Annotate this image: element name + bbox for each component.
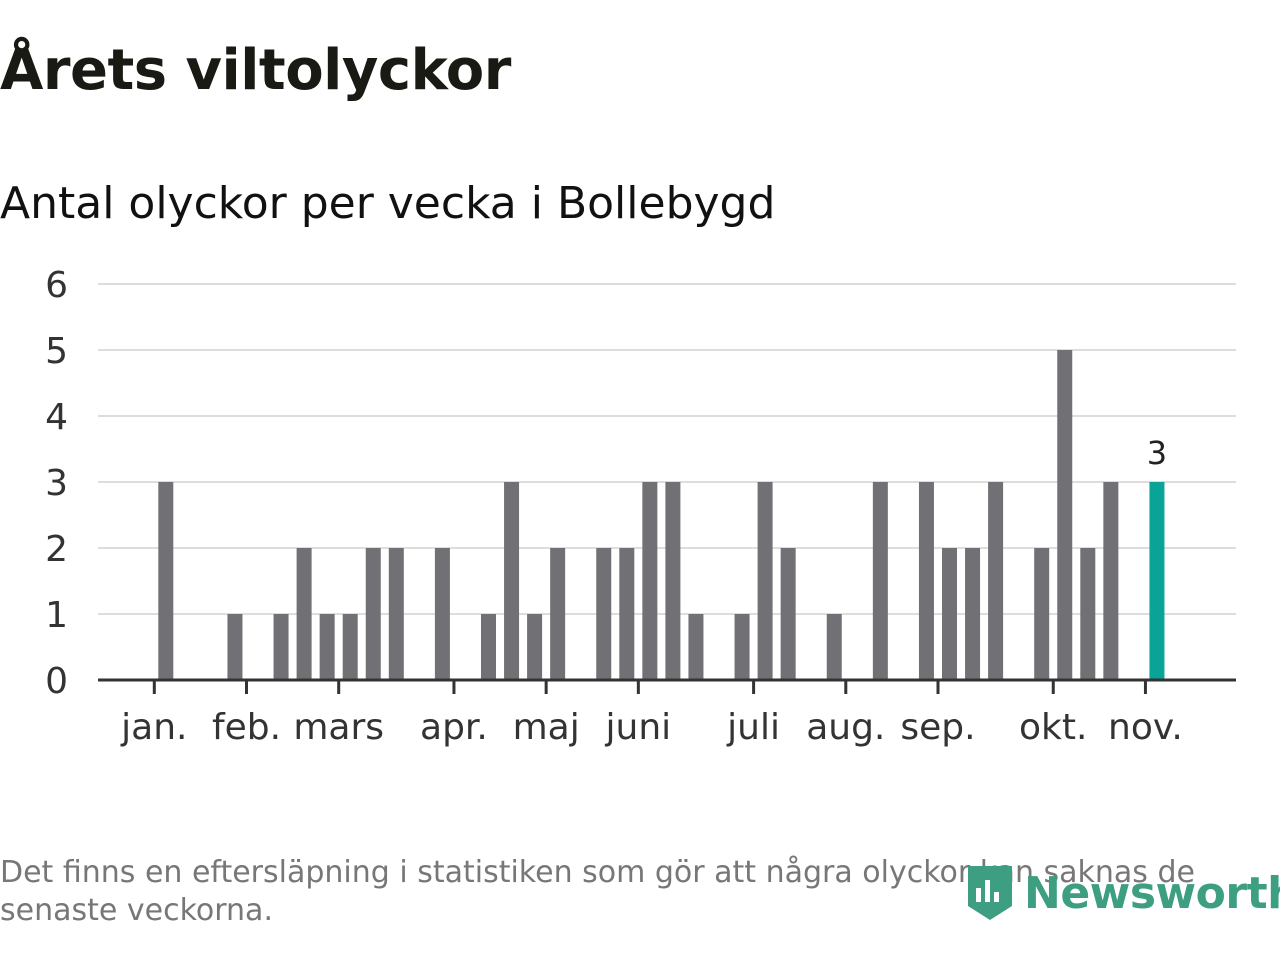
bar-week-30 bbox=[780, 548, 796, 680]
brand-logo: Newsworthy bbox=[964, 862, 1280, 924]
bar-week-19 bbox=[527, 614, 543, 680]
bar-week-13 bbox=[388, 548, 404, 680]
x-tick-label: feb. bbox=[212, 707, 281, 748]
bar-week-17 bbox=[481, 614, 496, 680]
y-tick-label: 2 bbox=[45, 529, 68, 570]
bar-chart: 0 1 2 3 4 5 6 3 jan. feb. mars apr. maj juni juli aug… bbox=[45, 265, 1236, 748]
bar-week-12 bbox=[365, 548, 381, 680]
x-tick-label: juni bbox=[605, 707, 672, 748]
bar-week-43 bbox=[1080, 548, 1096, 680]
x-tick-label: maj bbox=[513, 707, 580, 748]
newsworthy-logo-icon bbox=[968, 866, 1012, 920]
bar-week-3 bbox=[158, 482, 174, 680]
bar-week-28 bbox=[734, 614, 750, 680]
bar-week-46-highlight bbox=[1149, 482, 1165, 680]
bar-week-20 bbox=[550, 548, 566, 680]
bar-week-6 bbox=[227, 614, 243, 680]
chart-title: Årets viltolyckor bbox=[0, 38, 511, 103]
highlight-value-label: 3 bbox=[1147, 434, 1167, 472]
x-tick-label: mars bbox=[293, 707, 384, 748]
x-tick-label: juli bbox=[726, 707, 780, 748]
bar-week-42 bbox=[1057, 350, 1073, 680]
bar-week-34 bbox=[872, 482, 888, 680]
bar-week-8 bbox=[273, 614, 289, 680]
x-tick-label: sep. bbox=[900, 707, 975, 748]
bar-week-10 bbox=[319, 614, 335, 680]
y-tick-label: 3 bbox=[45, 463, 68, 504]
x-tick-label: nov. bbox=[1108, 707, 1183, 748]
bar-week-38 bbox=[965, 548, 981, 680]
bars: 3 bbox=[158, 350, 1167, 680]
bar-week-24 bbox=[642, 482, 658, 680]
bar-week-26 bbox=[688, 614, 704, 680]
bar-week-29 bbox=[757, 482, 773, 680]
bar-week-18 bbox=[504, 482, 520, 680]
bar-week-15 bbox=[434, 548, 450, 680]
x-tick-label: jan. bbox=[120, 707, 187, 748]
bar-week-22 bbox=[596, 548, 612, 680]
bar-week-11 bbox=[342, 614, 358, 680]
bar-week-37 bbox=[942, 548, 957, 680]
bar-week-39 bbox=[988, 482, 1004, 680]
y-tick-label: 1 bbox=[45, 595, 68, 636]
x-axis bbox=[98, 678, 1236, 694]
y-tick-label: 5 bbox=[45, 331, 68, 372]
bar-week-9 bbox=[296, 548, 312, 680]
bar-week-44 bbox=[1103, 482, 1119, 680]
x-tick-label: aug. bbox=[806, 707, 885, 748]
bar-week-23 bbox=[619, 548, 635, 680]
x-tick-label: apr. bbox=[420, 707, 488, 748]
y-tick-label: 4 bbox=[45, 397, 68, 438]
y-tick-label: 6 bbox=[45, 265, 68, 306]
chart-subtitle: Antal olyckor per vecka i Bollebygd bbox=[0, 178, 776, 229]
x-tick-label: okt. bbox=[1019, 707, 1087, 748]
brand-name: Newsworthy bbox=[1024, 867, 1280, 919]
bar-week-36 bbox=[918, 482, 934, 680]
y-axis-ticks: 0 1 2 3 4 5 6 bbox=[45, 265, 68, 702]
bar-week-41 bbox=[1034, 548, 1050, 680]
bar-week-25 bbox=[665, 482, 681, 680]
bar-week-32 bbox=[826, 614, 842, 680]
y-tick-label: 0 bbox=[45, 661, 68, 702]
x-axis-labels: jan. feb. mars apr. maj juni juli aug. sep. okt. n… bbox=[120, 707, 1183, 748]
